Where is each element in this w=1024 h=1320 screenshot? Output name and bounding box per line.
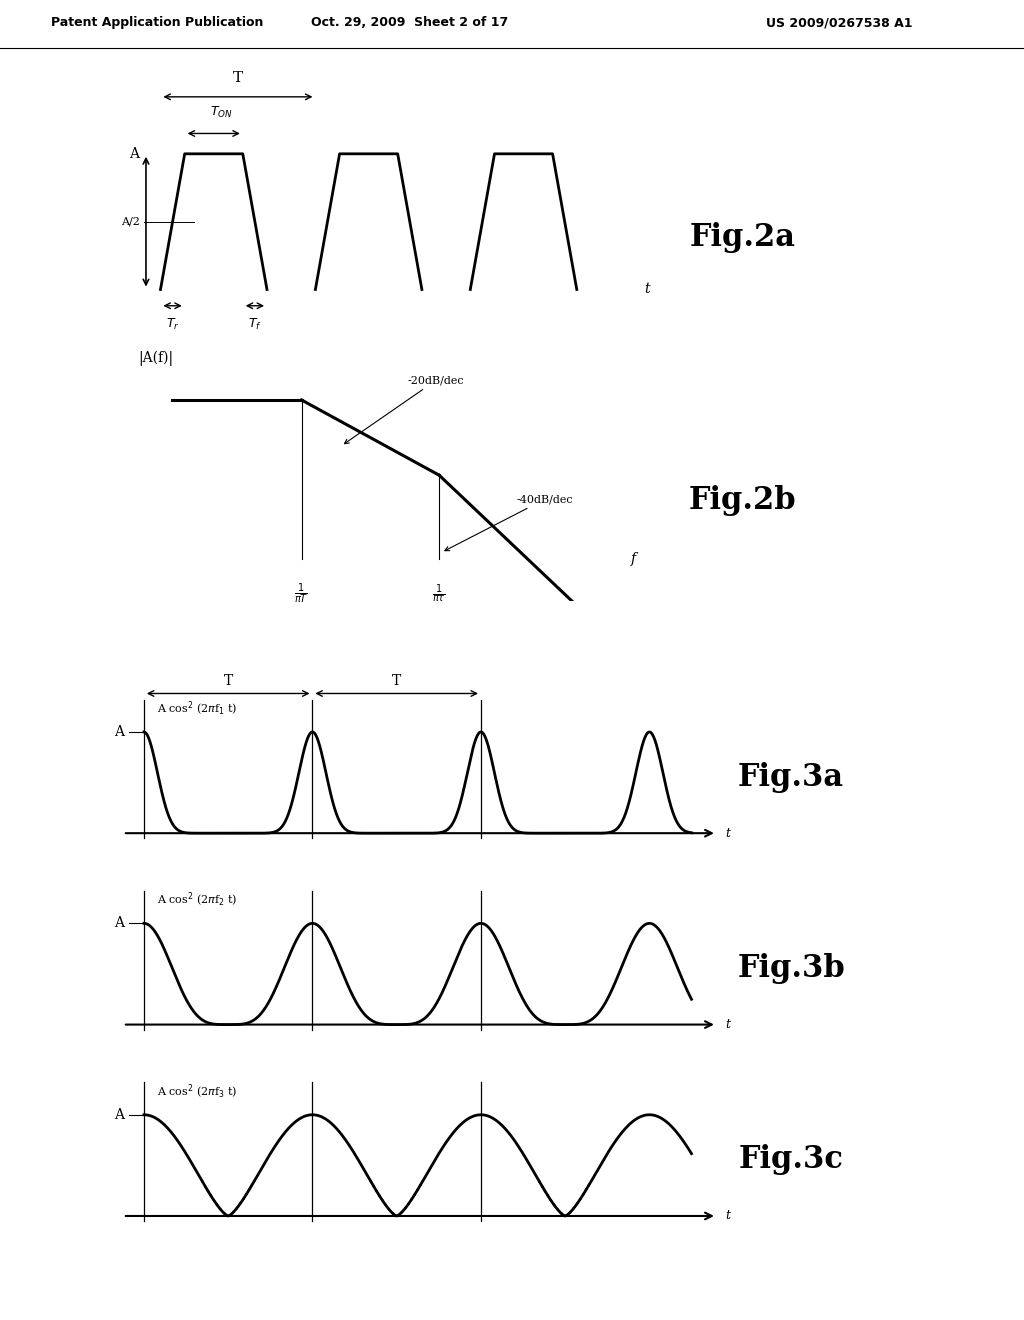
Text: Oct. 29, 2009  Sheet 2 of 17: Oct. 29, 2009 Sheet 2 of 17 — [311, 16, 508, 29]
Text: A cos$^2$ (2$\pi$f$_1$ t): A cos$^2$ (2$\pi$f$_1$ t) — [157, 700, 237, 718]
Text: t: t — [725, 826, 730, 840]
Text: US 2009/0267538 A1: US 2009/0267538 A1 — [766, 16, 913, 29]
Text: A/2: A/2 — [121, 216, 140, 227]
Text: $T_{ON}$: $T_{ON}$ — [210, 104, 232, 120]
Text: Fig.3c: Fig.3c — [738, 1144, 844, 1175]
Text: A cos$^2$ (2$\pi$f$_2$ t): A cos$^2$ (2$\pi$f$_2$ t) — [157, 891, 237, 909]
Text: $T_f$: $T_f$ — [248, 317, 262, 331]
Text: |A(f)|: |A(f)| — [138, 351, 173, 366]
Text: t: t — [725, 1209, 730, 1222]
Text: t: t — [644, 282, 650, 297]
Text: A: A — [129, 147, 139, 161]
Text: t: t — [725, 1018, 730, 1031]
Text: A: A — [114, 1107, 124, 1122]
Text: $\frac{1}{\pi T}$: $\frac{1}{\pi T}$ — [294, 582, 308, 606]
Text: Fig.2a: Fig.2a — [689, 223, 796, 253]
Text: T: T — [223, 675, 232, 689]
Text: Fig.3b: Fig.3b — [737, 953, 845, 983]
Text: f: f — [631, 552, 636, 566]
Text: $\frac{1}{\pi\tau}$: $\frac{1}{\pi\tau}$ — [432, 582, 446, 605]
Text: Fig.2b: Fig.2b — [688, 484, 797, 516]
Text: T: T — [232, 71, 243, 84]
Text: -40dB/dec: -40dB/dec — [444, 495, 573, 550]
Text: Patent Application Publication: Patent Application Publication — [51, 16, 263, 29]
Text: A: A — [114, 725, 124, 739]
Text: $T_r$: $T_r$ — [166, 317, 179, 331]
Text: A: A — [114, 916, 124, 931]
Text: Fig.3a: Fig.3a — [738, 762, 844, 792]
Text: T: T — [392, 675, 401, 689]
Text: -20dB/dec: -20dB/dec — [344, 375, 465, 444]
Text: A cos$^2$ (2$\pi$f$_3$ t): A cos$^2$ (2$\pi$f$_3$ t) — [157, 1082, 237, 1101]
